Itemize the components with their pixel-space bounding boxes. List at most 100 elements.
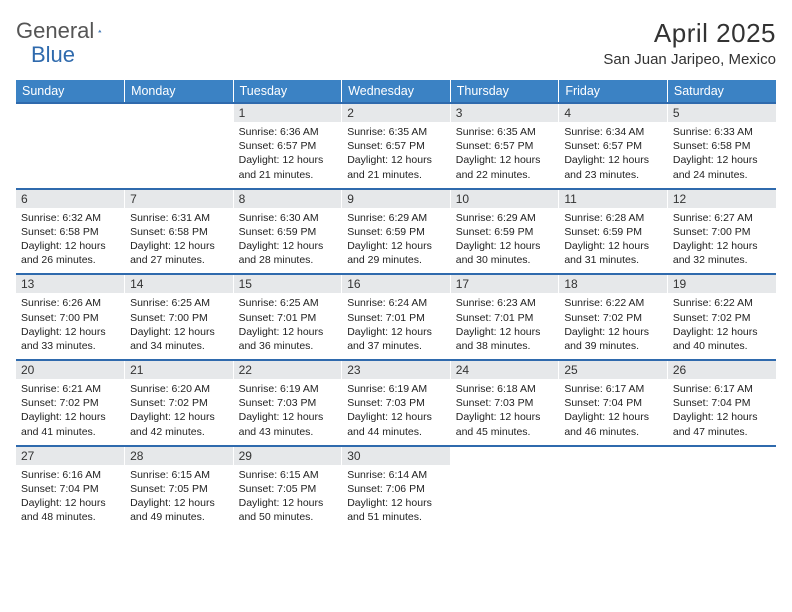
sunset-line: Sunset: 6:59 PM [456, 225, 554, 239]
day-body: Sunrise: 6:29 AMSunset: 6:59 PMDaylight:… [342, 208, 450, 274]
calendar-week-row: 1Sunrise: 6:36 AMSunset: 6:57 PMDaylight… [16, 103, 776, 189]
daylight-line: Daylight: 12 hours and 51 minutes. [347, 496, 445, 524]
day-body: Sunrise: 6:34 AMSunset: 6:57 PMDaylight:… [559, 122, 667, 188]
sunset-line: Sunset: 7:05 PM [239, 482, 337, 496]
sunset-line: Sunset: 6:58 PM [130, 225, 228, 239]
daylight-line: Daylight: 12 hours and 43 minutes. [239, 410, 337, 438]
calendar-cell: 26Sunrise: 6:17 AMSunset: 7:04 PMDayligh… [667, 360, 776, 446]
daylight-line: Daylight: 12 hours and 27 minutes. [130, 239, 228, 267]
logo-text-blue: Blue [31, 42, 75, 67]
calendar-cell: 2Sunrise: 6:35 AMSunset: 6:57 PMDaylight… [342, 103, 451, 189]
day-body [16, 122, 124, 180]
sunrise-line: Sunrise: 6:22 AM [564, 296, 662, 310]
day-number: 8 [234, 190, 342, 208]
sunrise-line: Sunrise: 6:17 AM [564, 382, 662, 396]
daylight-line: Daylight: 12 hours and 30 minutes. [456, 239, 554, 267]
calendar-cell: 11Sunrise: 6:28 AMSunset: 6:59 PMDayligh… [559, 189, 668, 275]
sunset-line: Sunset: 6:59 PM [239, 225, 337, 239]
calendar-cell: 12Sunrise: 6:27 AMSunset: 7:00 PMDayligh… [667, 189, 776, 275]
day-body: Sunrise: 6:17 AMSunset: 7:04 PMDaylight:… [668, 379, 776, 445]
sunrise-line: Sunrise: 6:15 AM [239, 468, 337, 482]
sunset-line: Sunset: 7:04 PM [564, 396, 662, 410]
calendar-cell: 6Sunrise: 6:32 AMSunset: 6:58 PMDaylight… [16, 189, 125, 275]
day-body: Sunrise: 6:32 AMSunset: 6:58 PMDaylight:… [16, 208, 124, 274]
day-header: Monday [125, 80, 234, 103]
daylight-line: Daylight: 12 hours and 21 minutes. [347, 153, 445, 181]
day-number [559, 447, 667, 465]
sunset-line: Sunset: 6:57 PM [456, 139, 554, 153]
day-header: Sunday [16, 80, 125, 103]
day-body: Sunrise: 6:16 AMSunset: 7:04 PMDaylight:… [16, 465, 124, 531]
sunset-line: Sunset: 7:00 PM [673, 225, 771, 239]
daylight-line: Daylight: 12 hours and 37 minutes. [347, 325, 445, 353]
day-body: Sunrise: 6:14 AMSunset: 7:06 PMDaylight:… [342, 465, 450, 531]
sunset-line: Sunset: 7:01 PM [347, 311, 445, 325]
day-number: 21 [125, 361, 233, 379]
day-number: 10 [451, 190, 559, 208]
sunrise-line: Sunrise: 6:21 AM [21, 382, 119, 396]
day-body: Sunrise: 6:22 AMSunset: 7:02 PMDaylight:… [668, 293, 776, 359]
day-number: 16 [342, 275, 450, 293]
day-number: 2 [342, 104, 450, 122]
day-body: Sunrise: 6:26 AMSunset: 7:00 PMDaylight:… [16, 293, 124, 359]
day-number: 22 [234, 361, 342, 379]
day-number: 11 [559, 190, 667, 208]
calendar-cell: 19Sunrise: 6:22 AMSunset: 7:02 PMDayligh… [667, 274, 776, 360]
daylight-line: Daylight: 12 hours and 21 minutes. [239, 153, 337, 181]
calendar-cell: 18Sunrise: 6:22 AMSunset: 7:02 PMDayligh… [559, 274, 668, 360]
day-number [16, 104, 124, 122]
header: General April 2025 San Juan Jaripeo, Mex… [16, 18, 776, 68]
daylight-line: Daylight: 12 hours and 49 minutes. [130, 496, 228, 524]
day-body: Sunrise: 6:19 AMSunset: 7:03 PMDaylight:… [234, 379, 342, 445]
daylight-line: Daylight: 12 hours and 34 minutes. [130, 325, 228, 353]
daylight-line: Daylight: 12 hours and 46 minutes. [564, 410, 662, 438]
sunrise-line: Sunrise: 6:31 AM [130, 211, 228, 225]
calendar-table: SundayMondayTuesdayWednesdayThursdayFrid… [16, 80, 776, 530]
calendar-cell: 27Sunrise: 6:16 AMSunset: 7:04 PMDayligh… [16, 446, 125, 531]
sunrise-line: Sunrise: 6:22 AM [673, 296, 771, 310]
page-subtitle: San Juan Jaripeo, Mexico [603, 51, 776, 68]
day-body: Sunrise: 6:25 AMSunset: 7:00 PMDaylight:… [125, 293, 233, 359]
sunrise-line: Sunrise: 6:35 AM [347, 125, 445, 139]
daylight-line: Daylight: 12 hours and 50 minutes. [239, 496, 337, 524]
day-body: Sunrise: 6:35 AMSunset: 6:57 PMDaylight:… [451, 122, 559, 188]
sunset-line: Sunset: 7:00 PM [21, 311, 119, 325]
calendar-cell [125, 103, 234, 189]
sunrise-line: Sunrise: 6:14 AM [347, 468, 445, 482]
day-number: 15 [234, 275, 342, 293]
day-body: Sunrise: 6:18 AMSunset: 7:03 PMDaylight:… [451, 379, 559, 445]
daylight-line: Daylight: 12 hours and 40 minutes. [673, 325, 771, 353]
day-body: Sunrise: 6:29 AMSunset: 6:59 PMDaylight:… [451, 208, 559, 274]
daylight-line: Daylight: 12 hours and 24 minutes. [673, 153, 771, 181]
day-number: 3 [451, 104, 559, 122]
sunrise-line: Sunrise: 6:25 AM [239, 296, 337, 310]
day-number: 13 [16, 275, 124, 293]
sunset-line: Sunset: 7:03 PM [239, 396, 337, 410]
logo-text-general: General [16, 18, 94, 44]
sunrise-line: Sunrise: 6:26 AM [21, 296, 119, 310]
sunset-line: Sunset: 6:57 PM [564, 139, 662, 153]
calendar-cell: 10Sunrise: 6:29 AMSunset: 6:59 PMDayligh… [450, 189, 559, 275]
day-number: 27 [16, 447, 124, 465]
daylight-line: Daylight: 12 hours and 41 minutes. [21, 410, 119, 438]
sunset-line: Sunset: 6:59 PM [347, 225, 445, 239]
sunset-line: Sunset: 6:59 PM [564, 225, 662, 239]
day-number: 6 [16, 190, 124, 208]
calendar-cell [16, 103, 125, 189]
day-header: Friday [559, 80, 668, 103]
daylight-line: Daylight: 12 hours and 42 minutes. [130, 410, 228, 438]
daylight-line: Daylight: 12 hours and 36 minutes. [239, 325, 337, 353]
day-number: 7 [125, 190, 233, 208]
day-body: Sunrise: 6:31 AMSunset: 6:58 PMDaylight:… [125, 208, 233, 274]
day-number: 17 [451, 275, 559, 293]
daylight-line: Daylight: 12 hours and 47 minutes. [673, 410, 771, 438]
calendar-cell: 4Sunrise: 6:34 AMSunset: 6:57 PMDaylight… [559, 103, 668, 189]
day-body: Sunrise: 6:36 AMSunset: 6:57 PMDaylight:… [234, 122, 342, 188]
day-body: Sunrise: 6:17 AMSunset: 7:04 PMDaylight:… [559, 379, 667, 445]
sunset-line: Sunset: 7:01 PM [456, 311, 554, 325]
day-number: 24 [451, 361, 559, 379]
calendar-cell: 20Sunrise: 6:21 AMSunset: 7:02 PMDayligh… [16, 360, 125, 446]
day-body [559, 465, 667, 523]
sunrise-line: Sunrise: 6:24 AM [347, 296, 445, 310]
calendar-cell: 21Sunrise: 6:20 AMSunset: 7:02 PMDayligh… [125, 360, 234, 446]
